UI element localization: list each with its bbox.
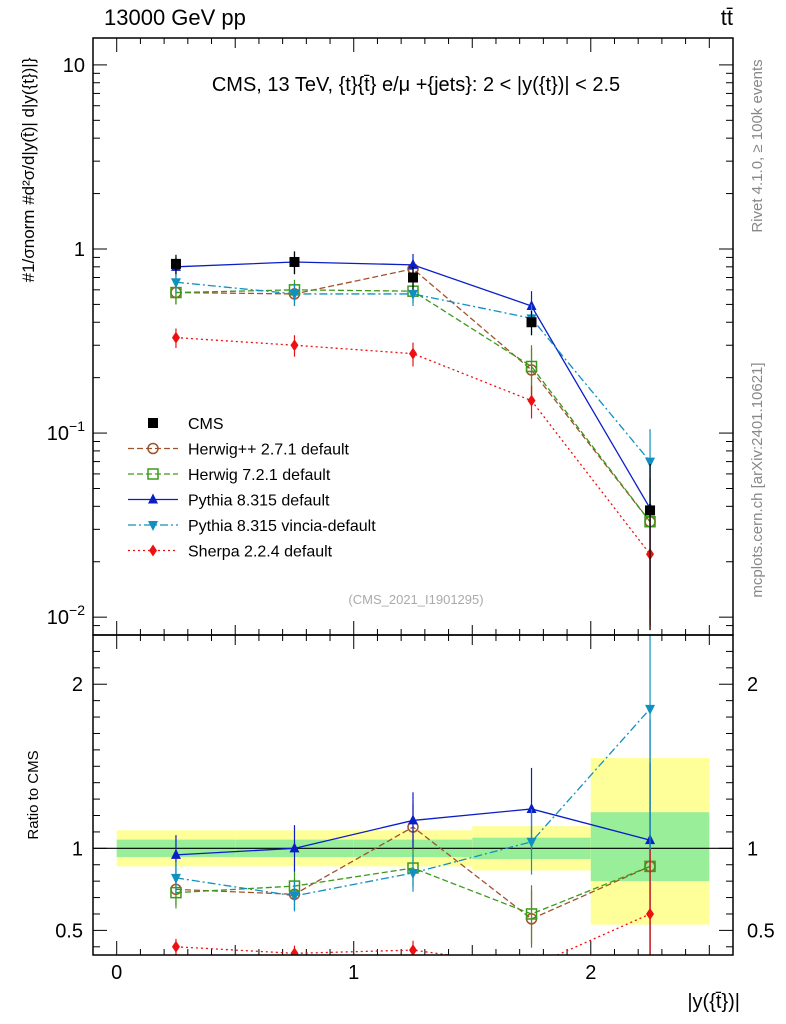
series-1-main-point — [525, 360, 538, 373]
legend-marker-cms — [148, 418, 158, 428]
cms-point — [170, 258, 181, 269]
series-4-ratio-point — [171, 940, 180, 953]
ratio-series-group — [170, 635, 656, 972]
legend-marker — [149, 544, 157, 557]
ratio-axes: 0 1 2 0.5 0.5 1 1 2 2 — [55, 635, 775, 984]
series-4-ratio-point — [409, 944, 417, 955]
cms-point — [408, 272, 418, 283]
process-label: tt̄ — [721, 5, 733, 30]
series-3-main-line — [175, 281, 651, 463]
series-3-ratio-point — [526, 837, 537, 848]
main-axes: 10−2 10−1 1 10 — [47, 38, 733, 636]
ratio-frame — [92, 634, 734, 956]
legend-label: Sherpa 2.2.4 default — [188, 544, 333, 561]
y-axis-label-ratio: Ratio to CMS — [25, 750, 42, 839]
series-4-main-point — [409, 347, 417, 360]
legend-label-cms: CMS — [188, 416, 224, 433]
series-4-ratio-point — [528, 960, 536, 972]
chart-title: CMS, 13 TeV, {t}{t̄} e/μ +{jets}: 2 < |y… — [212, 74, 620, 96]
legend-marker — [148, 493, 158, 504]
legend-item-1: Herwig 7.2.1 default — [128, 467, 331, 484]
legend-item-0: Herwig++ 2.7.1 default — [128, 442, 350, 459]
series-3-main-point — [170, 278, 181, 289]
series-3-ratio-point — [408, 868, 418, 879]
mcplots-label: mcplots.cern.ch [arXiv:2401.10621] — [749, 362, 766, 597]
cms-point — [526, 317, 537, 328]
series-2-main-point — [408, 258, 418, 269]
x-axis-label: |y({t̄})| — [687, 991, 740, 1013]
series-2-ratio-point — [289, 842, 300, 853]
series-4-main-point — [171, 331, 180, 344]
legend-label: Pythia 8.315 default — [188, 493, 330, 510]
legend-marker — [148, 521, 158, 531]
series-3-ratio-point — [645, 704, 656, 715]
series-1-main-line — [175, 289, 651, 523]
legend-marker — [147, 442, 159, 455]
legend-item-2: Pythia 8.315 default — [128, 493, 330, 510]
series-3-main-point — [645, 457, 656, 468]
analysis-id: (CMS_2021_I1901295) — [348, 592, 483, 607]
ratio-ytick-label-right: 1 — [747, 838, 758, 860]
x-tick-label: 0 — [111, 962, 122, 984]
rivet-label: Rivet 4.1.0, ≥ 100k events — [749, 59, 766, 232]
ratio-ytick-label-left: 0.5 — [55, 920, 83, 942]
series-1-ratio-point — [525, 908, 538, 920]
ratio-ytick-label-left: 1 — [72, 838, 83, 860]
series-4-main-point — [290, 339, 299, 352]
series-2-ratio-point — [526, 802, 537, 813]
y-axis-label-main: #1/σnorm #d²σ/d|y(t̄)| d|y({t})|} — [19, 57, 38, 282]
beam-label: 13000 GeV pp — [104, 5, 246, 30]
series-3-main-point — [289, 289, 300, 300]
series-2-ratio-point — [408, 814, 418, 825]
x-tick-label: 1 — [348, 962, 359, 984]
cms-point — [289, 256, 300, 267]
series-4-ratio-point — [290, 947, 299, 955]
main-ytick-label: 10−2 — [47, 602, 85, 629]
main-ytick-label: 10 — [63, 55, 85, 77]
ratio-ytick-label-right: 0.5 — [747, 920, 775, 942]
series-2-ratio-point — [170, 848, 181, 859]
series-3-main-point — [408, 289, 418, 300]
legend-label: Pythia 8.315 vincia-default — [188, 518, 376, 535]
legend-label: Herwig++ 2.7.1 default — [188, 442, 350, 459]
main-ytick-label: 10−1 — [47, 418, 85, 445]
series-4-ratio-line — [175, 913, 651, 955]
legend-label: Herwig 7.2.1 default — [188, 467, 331, 484]
legend-marker — [147, 468, 159, 480]
ratio-ytick-label-right: 2 — [747, 674, 758, 696]
main-ytick-label: 1 — [74, 239, 85, 261]
ratio-ytick-label-left: 2 — [72, 674, 83, 696]
cms-point — [645, 505, 656, 516]
legend-item-3: Pythia 8.315 vincia-default — [128, 518, 376, 535]
main-series-group — [170, 251, 656, 631]
legend: CMS Herwig++ 2.7.1 default Herwig 7.2.1 de… — [128, 416, 376, 561]
x-tick-label: 2 — [585, 962, 596, 984]
series-3-ratio-point — [170, 873, 181, 884]
series-3-ratio-point — [289, 891, 300, 902]
series-4-ratio-point — [646, 907, 655, 920]
legend-item-cms: CMS — [148, 416, 224, 433]
series-4-main-point — [527, 394, 536, 407]
legend-item-4: Sherpa 2.2.4 default — [128, 544, 333, 561]
